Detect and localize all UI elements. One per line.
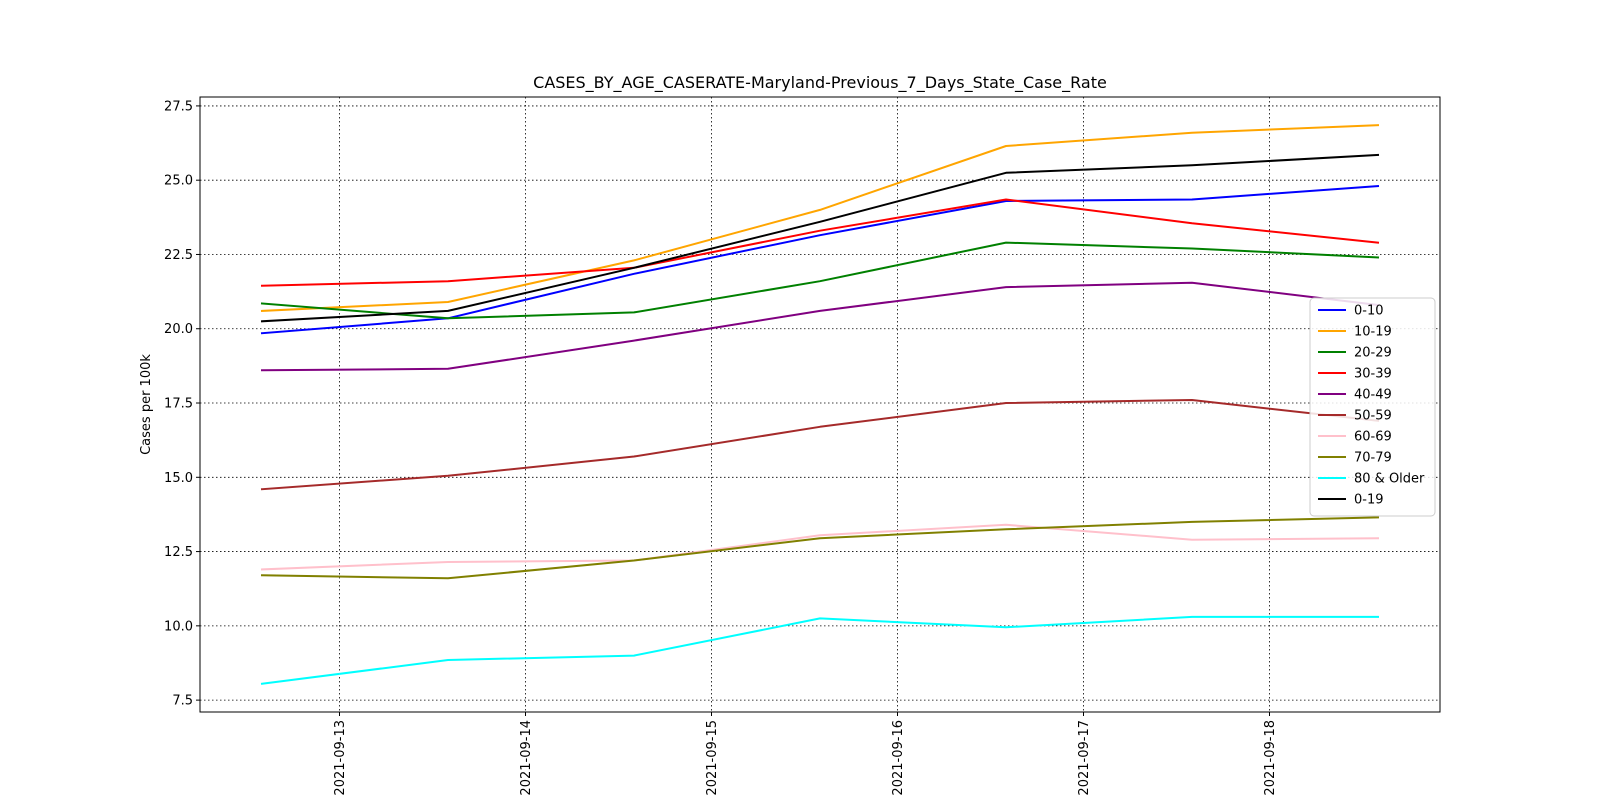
series-line-70-79 [260, 516, 1380, 580]
legend-label: 40-49 [1354, 388, 1392, 403]
x-axis-ticks: 2021-09-13 2021-09-14 2021-09-15 2021-09-16… [333, 712, 1278, 796]
x-tick-label: 2021-09-14 [519, 720, 534, 796]
legend: 0-10 10-19 20-29 30-39 40-49 50-59 60-69 70-79 8… [1309, 297, 1436, 517]
series-line-0-19 [260, 153, 1380, 323]
series-line-60-69 [260, 523, 1380, 571]
legend-label: 60-69 [1354, 430, 1392, 445]
legend-label: 10-19 [1354, 325, 1392, 340]
x-tick-label: 2021-09-13 [333, 720, 348, 796]
y-tick-label: 27.5 [164, 99, 193, 114]
y-tick-label: 10.0 [164, 619, 193, 634]
grid-lines [200, 97, 1440, 712]
y-tick-label: 15.0 [164, 471, 193, 486]
chart-title: CASES_BY_AGE_CASERATE-Maryland-Previous_… [533, 73, 1107, 93]
x-tick-label: 2021-09-16 [891, 720, 906, 796]
legend-label: 30-39 [1354, 367, 1392, 382]
series-line-80-older [260, 615, 1379, 685]
y-axis-label: Cases per 100k [139, 354, 154, 455]
x-tick-label: 2021-09-15 [705, 720, 720, 796]
legend-label: 70-79 [1354, 451, 1392, 466]
legend-label: 80 & Older [1354, 472, 1425, 487]
y-tick-label: 22.5 [164, 248, 193, 263]
y-tick-label: 25.0 [164, 174, 193, 189]
plot-frame [199, 96, 1441, 713]
y-tick-label: 17.5 [164, 397, 193, 412]
legend-label: 20-29 [1354, 346, 1392, 361]
series-line-30-39 [260, 198, 1380, 287]
legend-label: 0-10 [1354, 304, 1384, 319]
series-line-40-49 [260, 281, 1380, 372]
series-lines [260, 124, 1380, 685]
y-tick-label: 20.0 [164, 322, 193, 337]
x-tick-label: 2021-09-17 [1077, 720, 1092, 796]
series-line-50-59 [260, 399, 1380, 491]
legend-label: 0-19 [1354, 493, 1384, 508]
y-tick-label: 7.5 [172, 694, 193, 709]
x-tick-label: 2021-09-18 [1263, 720, 1278, 796]
series-line-10-19 [260, 124, 1380, 312]
series-line-20-29 [260, 241, 1380, 320]
y-axis-ticks: 7.5 10.0 12.5 15.0 17.5 20.0 22.5 25.0 27.5 [164, 99, 200, 709]
y-tick-label: 12.5 [164, 545, 193, 560]
legend-label: 50-59 [1354, 409, 1392, 424]
